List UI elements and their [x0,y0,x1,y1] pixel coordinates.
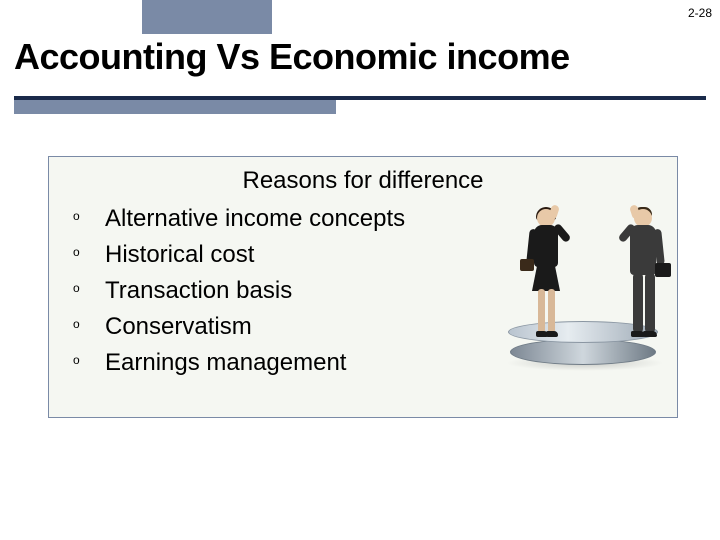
content-box: Reasons for difference oAlternative inco… [48,156,678,418]
clipart-two-figures-on-platform [502,187,667,377]
list-item-text: Transaction basis [105,277,292,304]
figure-man [623,209,663,339]
figure-woman [526,209,566,339]
list-item-text: Historical cost [105,241,254,268]
title-underline [14,96,706,118]
list-item-text: Earnings management [105,349,346,376]
slide-title: Accounting Vs Economic income [14,36,570,78]
page-number: 2-28 [688,6,712,20]
list-item-text: Alternative income concepts [105,205,405,232]
list-item-text: Conservatism [105,313,252,340]
header-accent-block [142,0,272,34]
